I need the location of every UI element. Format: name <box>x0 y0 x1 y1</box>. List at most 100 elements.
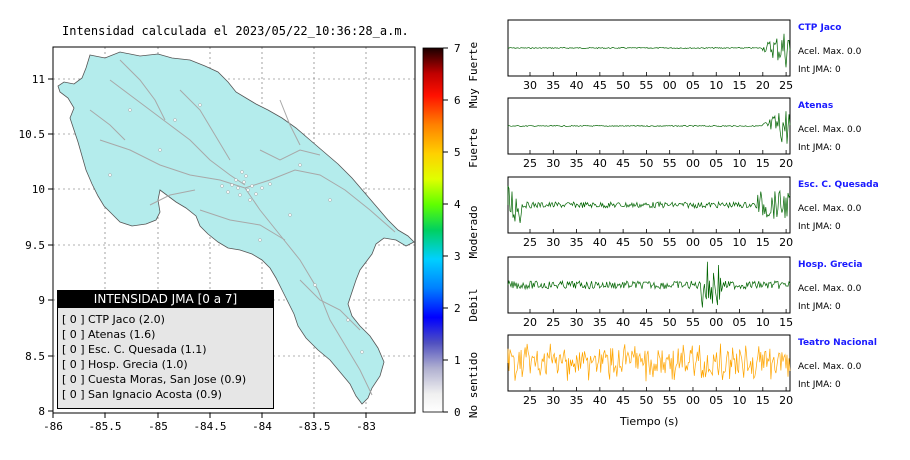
time-tick-label: 50 <box>639 157 653 170</box>
station-max-accel: Acel. Max. 0.0 <box>798 284 862 294</box>
station-max-accel: Acel. Max. 0.0 <box>798 204 862 214</box>
intensity-legend: INTENSIDAD JMA [0 a 7] [ 0 ] CTP Jaco (2.… <box>57 290 274 409</box>
time-tick-label: 45 <box>639 316 653 329</box>
legend-item-level: [ 0 ] <box>62 358 85 371</box>
colorbar-category-label: No sentido <box>467 352 480 418</box>
lon-tick-label: -83 <box>356 420 376 433</box>
time-tick-label: 00 <box>663 79 677 92</box>
time-tick-label: 10 <box>733 157 747 170</box>
time-tick-label: 00 <box>686 236 700 249</box>
lat-tick-label: 9 <box>38 294 45 307</box>
station-name: Atenas <box>798 101 834 111</box>
legend-item-level: [ 0 ] <box>62 313 85 326</box>
station-name: Esc. C. Quesada <box>798 180 879 190</box>
legend-item-level: [ 0 ] <box>62 388 85 401</box>
legend-item: [ 0 ] Esc. C. Quesada (1.1) <box>58 342 273 357</box>
lat-tick-label: 11 <box>32 73 45 86</box>
time-tick-label: 05 <box>709 394 723 407</box>
legend-item: [ 0 ] San Ignacio Acosta (0.9) <box>58 387 273 402</box>
time-tick-label: 05 <box>709 157 723 170</box>
time-tick-label: 15 <box>733 79 747 92</box>
seismogram-panel: 20 25 30 35 40 45 50 55 00 05 10 15 <box>507 256 793 329</box>
time-tick-label: 40 <box>593 236 607 249</box>
time-tick-label: 35 <box>570 236 584 249</box>
time-tick-label: 10 <box>709 79 723 92</box>
legend-item-station: San Ignacio Acosta (0.9) <box>88 388 222 401</box>
lat-tick-label: 10.5 <box>19 128 46 141</box>
seismogram-trace <box>507 33 791 68</box>
time-tick-label: 25 <box>779 79 793 92</box>
legend-item-station: Atenas (1.6) <box>88 328 156 341</box>
seismogram-trace <box>507 111 791 144</box>
costa-rica-land <box>57 51 415 405</box>
time-tick-label: 30 <box>546 394 560 407</box>
legend-item-station: Cuesta Moras, San Jose (0.9) <box>88 373 247 386</box>
station-name: Hosp. Grecia <box>798 260 863 270</box>
seismogram-trace <box>507 343 791 382</box>
time-tick-label: 35 <box>546 79 560 92</box>
station-name: Teatro Nacional <box>798 338 877 348</box>
station-jma-intensity: Int JMA: 0 <box>798 222 841 232</box>
lon-tick-label: -84 <box>252 420 272 433</box>
colorbar-tick-label: 2 <box>454 302 461 315</box>
time-tick-label: 20 <box>779 157 793 170</box>
time-tick-label: 20 <box>779 236 793 249</box>
time-tick-label: 50 <box>639 394 653 407</box>
time-tick-label: 25 <box>523 394 537 407</box>
seismogram-panel: 25 30 35 40 45 50 55 00 05 10 15 20 <box>507 334 793 407</box>
time-tick-label: 25 <box>523 157 537 170</box>
seismogram-panel: 30 35 40 45 50 55 00 05 10 15 20 25 <box>507 19 793 92</box>
time-tick-label: 20 <box>756 79 770 92</box>
time-tick-label: 20 <box>523 316 537 329</box>
colorbar-tick-label: 1 <box>454 354 461 367</box>
time-tick-label: 40 <box>593 157 607 170</box>
time-tick-label: 10 <box>756 316 770 329</box>
colorbar-tick-label: 4 <box>454 198 461 211</box>
station-max-accel: Acel. Max. 0.0 <box>798 125 862 135</box>
time-tick-label: 55 <box>663 157 677 170</box>
time-tick-label: 45 <box>593 79 607 92</box>
time-tick-label: 55 <box>663 394 677 407</box>
time-tick-label: 40 <box>593 394 607 407</box>
longitude-axis: -86 -85.5 -85 -84.5 -84 -83.5 -83 <box>43 413 376 433</box>
time-tick-label: 20 <box>779 394 793 407</box>
colorbar-tick-label: 0 <box>454 406 461 419</box>
time-tick-label: 55 <box>663 236 677 249</box>
time-tick-label: 55 <box>686 316 700 329</box>
seismogram-trace <box>507 261 791 308</box>
legend-item-level: [ 0 ] <box>62 328 85 341</box>
station-max-accel: Acel. Max. 0.0 <box>798 47 862 57</box>
lon-tick-label: -85 <box>148 420 168 433</box>
map-frame <box>52 46 416 414</box>
legend-item-station: Hosp. Grecia (1.0) <box>88 358 188 371</box>
colorbar-category-label: Muy Fuerte <box>467 42 480 108</box>
time-tick-label: 45 <box>616 394 630 407</box>
lat-tick-label: 8 <box>38 405 45 418</box>
time-tick-label: 40 <box>570 79 584 92</box>
time-tick-label: 25 <box>523 236 537 249</box>
seismogram-panel: 25 30 35 40 45 50 55 00 05 10 15 20 <box>507 176 793 249</box>
time-tick-label: 10 <box>733 236 747 249</box>
colorbar-tick-label: 3 <box>454 250 461 263</box>
seismogram-panel: 25 30 35 40 45 50 55 00 05 10 15 20 <box>507 97 793 170</box>
time-tick-label: 40 <box>616 316 630 329</box>
colorbar-category-label: Debil <box>467 288 480 321</box>
legend-header: INTENSIDAD JMA [0 a 7] <box>58 291 273 308</box>
legend-item: [ 0 ] CTP Jaco (2.0) <box>58 312 273 327</box>
time-tick-label: 05 <box>733 316 747 329</box>
time-tick-label: 50 <box>639 236 653 249</box>
colorbar-gradient <box>422 47 444 413</box>
station-max-accel: Acel. Max. 0.0 <box>798 362 862 372</box>
lon-tick-label: -85.5 <box>88 420 121 433</box>
station-jma-intensity: Int JMA: 0 <box>798 302 841 312</box>
road-network <box>89 59 396 396</box>
city-markers <box>108 103 364 354</box>
time-tick-label: 55 <box>639 79 653 92</box>
colorbar-tick-label: 5 <box>454 146 461 159</box>
station-name: CTP Jaco <box>798 23 842 33</box>
time-tick-label: 15 <box>756 236 770 249</box>
colorbar-tick-label: 7 <box>454 42 461 55</box>
map-title: Intensidad calculada el 2023/05/22_10:36… <box>62 24 409 38</box>
